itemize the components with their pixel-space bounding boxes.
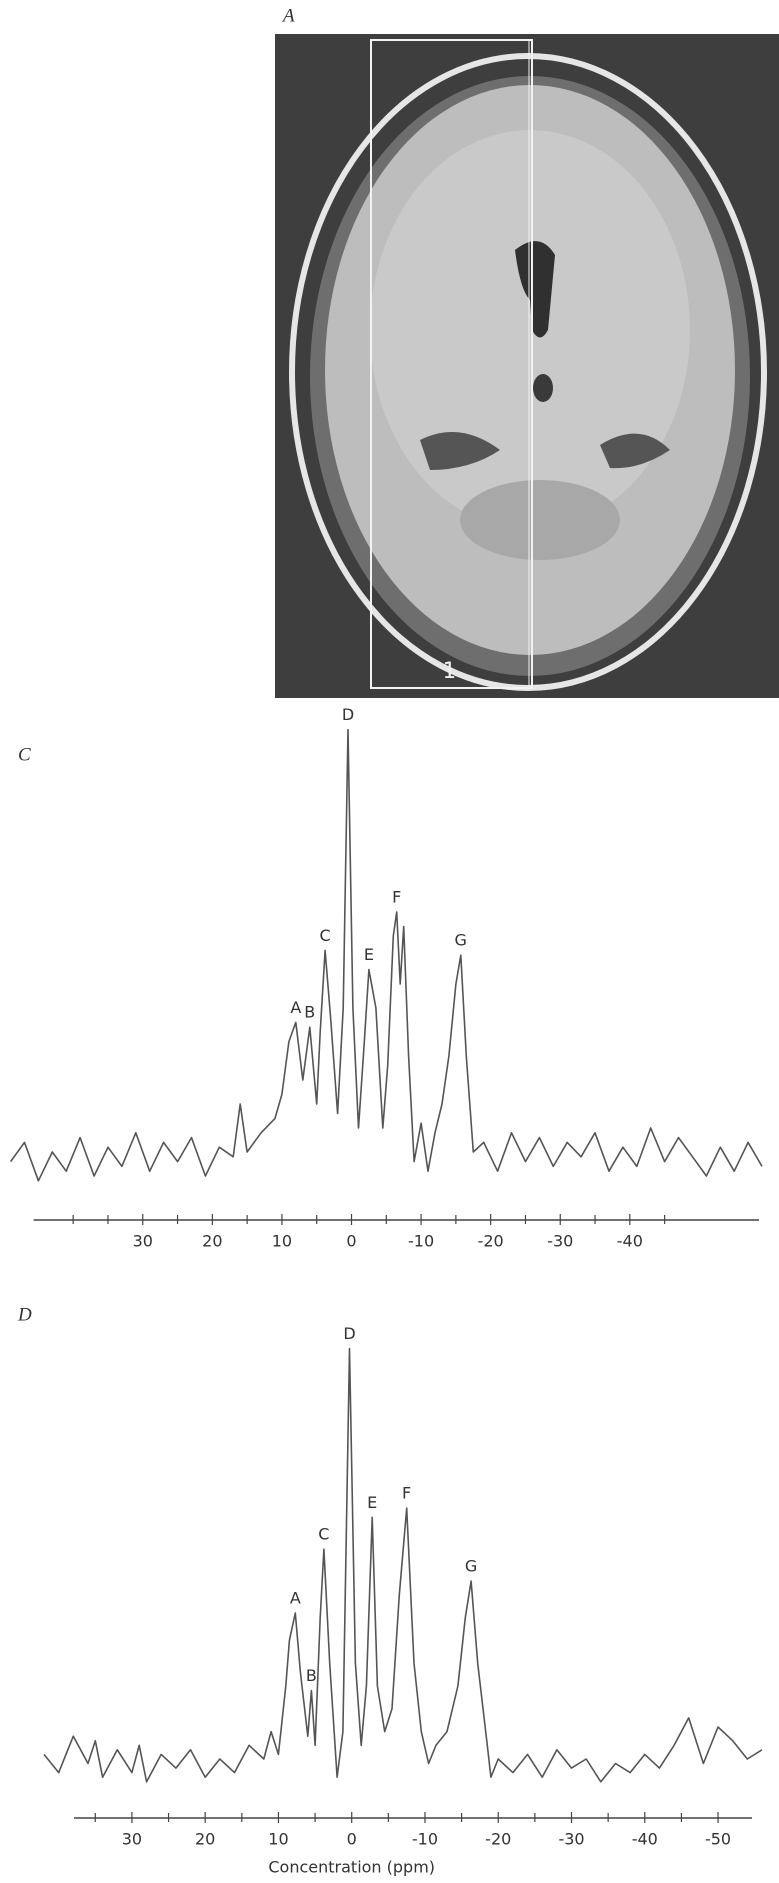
x-tick-label: 0 bbox=[347, 1830, 357, 1849]
spectrum-line bbox=[9, 728, 763, 1182]
peak-label: F bbox=[392, 888, 401, 907]
peak-label: E bbox=[364, 945, 374, 964]
x-tick-label: -40 bbox=[632, 1830, 658, 1849]
mri-image bbox=[275, 34, 779, 698]
x-tick-label: -40 bbox=[617, 1232, 643, 1251]
x-tick-label: -30 bbox=[558, 1830, 584, 1849]
peak-label: B bbox=[304, 1003, 315, 1022]
x-tick-label: 30 bbox=[133, 1232, 153, 1251]
x-tick-label: -10 bbox=[408, 1232, 434, 1251]
x-tick-label: 10 bbox=[268, 1830, 288, 1849]
panel-label: D bbox=[17, 1304, 32, 1325]
peak-label: D bbox=[343, 1324, 355, 1343]
spectrum-line bbox=[43, 1347, 763, 1783]
peak-label: D bbox=[342, 705, 354, 724]
peak-label: B bbox=[306, 1666, 317, 1685]
peak-label: E bbox=[367, 1493, 377, 1512]
panel-label: C bbox=[18, 744, 31, 765]
peak-label: C bbox=[318, 1525, 329, 1544]
x-tick-label: -20 bbox=[478, 1232, 504, 1251]
x-tick-label: -50 bbox=[705, 1830, 731, 1849]
peak-label: C bbox=[319, 926, 330, 945]
x-tick-label: 10 bbox=[272, 1232, 292, 1251]
x-tick-label: 20 bbox=[202, 1232, 222, 1251]
peak-label: G bbox=[455, 931, 467, 950]
x-tick-label: -20 bbox=[485, 1830, 511, 1849]
peak-label: F bbox=[402, 1484, 411, 1503]
x-tick-label: -30 bbox=[547, 1232, 573, 1251]
x-tick-label: 0 bbox=[346, 1232, 356, 1251]
peak-label: A bbox=[290, 1589, 301, 1608]
roi-label: 1 bbox=[442, 659, 455, 684]
peak-label: G bbox=[465, 1557, 477, 1576]
x-tick-label: 30 bbox=[122, 1830, 142, 1849]
x-tick-label: 20 bbox=[195, 1830, 215, 1849]
panel-label: A bbox=[281, 5, 295, 26]
x-axis-label: Concentration (ppm) bbox=[268, 1858, 435, 1877]
peak-label: A bbox=[290, 998, 301, 1017]
x-tick-label: -10 bbox=[412, 1830, 438, 1849]
